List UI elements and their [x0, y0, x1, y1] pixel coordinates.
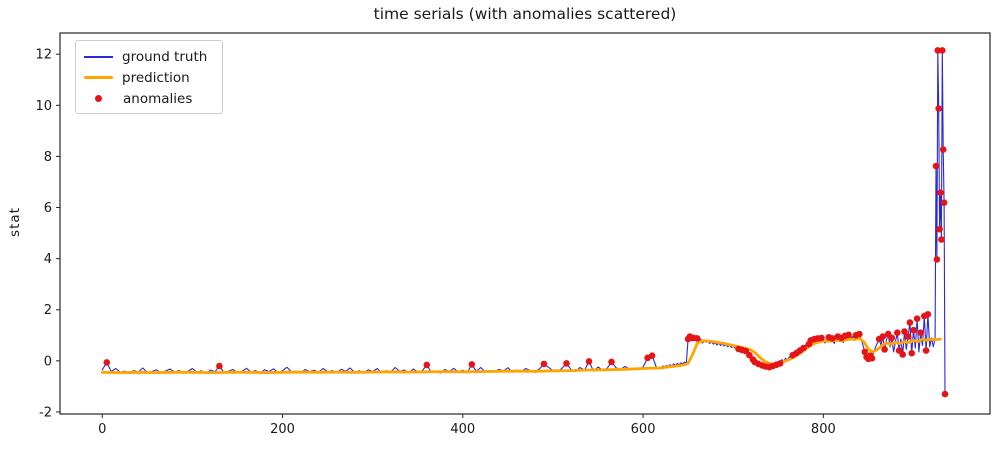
- anomaly-point: [868, 355, 876, 362]
- anomaly-point: [879, 333, 887, 340]
- anomaly-point: [648, 352, 656, 360]
- legend-item-ground-truth: ground truth: [76, 46, 222, 67]
- anomaly-point: [818, 334, 825, 342]
- anomaly-point: [423, 361, 431, 369]
- anomaly-point: [904, 333, 912, 340]
- chart-title: time serials (with anomalies scattered): [373, 5, 677, 23]
- y-tick-label: 4: [44, 252, 52, 267]
- anomaly-point: [894, 329, 901, 337]
- legend-item-prediction: prediction: [76, 67, 222, 88]
- x-tick-label: 0: [98, 422, 106, 437]
- prediction-line: [100, 337, 942, 374]
- prediction-line-swatch: [84, 75, 113, 80]
- anomaly-point: [861, 348, 869, 356]
- anomaly-point: [924, 311, 932, 318]
- x-tick-label: 600: [631, 422, 656, 437]
- anomaly-point: [910, 326, 917, 334]
- anomaly-point: [939, 47, 946, 54]
- anomaly-point: [540, 360, 548, 368]
- y-tick-label: 8: [44, 150, 52, 165]
- anomaly-point: [800, 344, 807, 352]
- y-tick-label: 10: [35, 99, 52, 114]
- anomaly-point: [922, 347, 930, 354]
- anomaly-dot-swatch: [95, 95, 102, 102]
- anomaly-point: [216, 362, 223, 370]
- y-tick-label: 6: [44, 201, 52, 216]
- anomaly-point: [940, 199, 948, 206]
- anomaly-point: [908, 349, 915, 357]
- legend-label-prediction: prediction: [122, 69, 190, 86]
- anomaly-point: [932, 162, 940, 170]
- anomaly-point: [917, 329, 924, 337]
- anomaly-point: [563, 360, 570, 367]
- x-tick-label: 400: [450, 422, 475, 437]
- x-tick-label: 800: [811, 422, 836, 437]
- legend-label-anomalies: anomalies: [123, 90, 193, 107]
- anomaly-point: [881, 346, 888, 353]
- anomaly-point: [103, 359, 111, 366]
- anomaly-point: [693, 335, 701, 342]
- y-tick-label: 2: [44, 303, 52, 318]
- plot-area-border: [59, 32, 991, 415]
- anomaly-point: [746, 351, 753, 359]
- y-tick-label: 12: [35, 48, 52, 63]
- ground-truth-line-swatch: [84, 55, 113, 58]
- x-tick-label: 200: [270, 422, 295, 437]
- legend-item-anomalies: anomalies: [76, 88, 222, 109]
- anomaly-point: [585, 358, 593, 365]
- y-tick-label: 0: [44, 354, 52, 369]
- anomaly-point: [935, 105, 942, 112]
- y-tick-label: -2: [39, 405, 52, 420]
- anomaly-point: [938, 236, 945, 243]
- anomaly-point: [941, 390, 949, 398]
- anomaly-point: [913, 315, 921, 323]
- anomaly-point: [933, 256, 941, 263]
- anomaly-point: [939, 146, 947, 153]
- legend-label-ground-truth: ground truth: [122, 48, 208, 65]
- anomaly-point: [468, 361, 476, 368]
- anomaly-point: [936, 225, 943, 233]
- anomaly-point: [906, 319, 914, 326]
- legend: ground truth prediction anomalies: [75, 40, 223, 114]
- anomaly-point: [776, 360, 784, 367]
- anomaly-point: [845, 331, 852, 339]
- anomaly-point: [901, 328, 908, 335]
- anomaly-point: [829, 335, 836, 342]
- anomaly-point: [888, 334, 896, 342]
- anomaly-point: [608, 358, 615, 366]
- anomaly-point: [937, 189, 944, 196]
- anomaly-point: [856, 330, 863, 338]
- anomaly-point: [899, 351, 906, 358]
